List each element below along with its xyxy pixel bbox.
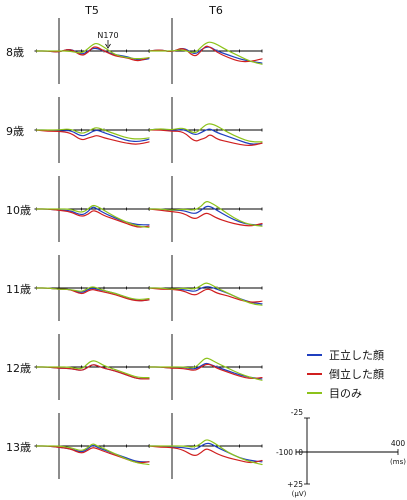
- waveform-inverted: [35, 129, 150, 145]
- erp-panel: [34, 413, 150, 479]
- legend: 正立した顔 倒立した顔 目のみ: [307, 348, 384, 400]
- erp-panel: [147, 97, 263, 163]
- row-label: 12歳: [6, 362, 31, 375]
- row-labels: 8歳 9歳 10歳 11歳 12歳 13歳: [6, 46, 31, 454]
- n170-annotation: N170: [97, 31, 119, 49]
- waveform-eyes: [148, 357, 263, 381]
- waveform-eyes: [148, 200, 263, 227]
- waveform-eyes: [35, 204, 150, 229]
- waveform-eyes: [35, 360, 150, 379]
- row-label: 10歳: [6, 204, 31, 217]
- erp-panel: [34, 97, 150, 163]
- column-header-t5: T5: [84, 4, 99, 17]
- waveform-upright: [148, 128, 263, 145]
- scale-x-tick-min: -100: [276, 448, 293, 457]
- legend-label-inverted: 倒立した顔: [329, 367, 384, 381]
- waveform-inverted: [148, 208, 263, 227]
- row-label: 8歳: [6, 46, 24, 59]
- erp-panel: [147, 176, 263, 242]
- waveform-eyes: [148, 123, 263, 143]
- scale-y-tick-bottom: +25: [287, 480, 303, 489]
- legend-label-eyes: 目のみ: [329, 387, 362, 400]
- waveform-eyes: [35, 286, 150, 301]
- n170-arrow-head: [105, 43, 111, 49]
- waveform-eyes: [35, 443, 150, 466]
- scale-reference: -25 -100 0 400 (ms) +25 (μV): [276, 408, 406, 498]
- row-label: 11歳: [6, 283, 31, 296]
- waveform-upright: [148, 46, 263, 64]
- erp-panel: [34, 176, 150, 242]
- erp-panel: [34, 18, 150, 84]
- erp-panel: [147, 255, 263, 321]
- scale-y-tick-top: -25: [291, 408, 303, 417]
- panels: [34, 18, 263, 479]
- column-header-t6: T6: [208, 4, 223, 17]
- scale-y-unit: (μV): [292, 490, 307, 498]
- scale-x-tick-zero: 0: [298, 448, 303, 457]
- erp-panel: [147, 413, 263, 479]
- row-label: 13歳: [6, 441, 31, 454]
- waveform-inverted: [148, 445, 263, 464]
- waveform-upright: [148, 362, 263, 380]
- erp-panel: [34, 334, 150, 400]
- scale-x-unit: (ms): [390, 458, 406, 466]
- waveform-eyes: [148, 41, 263, 65]
- waveform-inverted: [35, 208, 150, 228]
- erp-panel: [34, 255, 150, 321]
- erp-panel: [147, 18, 263, 84]
- n170-label: N170: [97, 31, 118, 40]
- waveform-inverted: [148, 129, 263, 146]
- waveform-eyes: [148, 282, 263, 306]
- waveform-eyes: [35, 42, 150, 60]
- legend-label-upright: 正立した顔: [329, 348, 384, 362]
- waveform-eyes: [35, 127, 150, 140]
- waveform-inverted: [148, 363, 263, 380]
- waveform-inverted: [35, 46, 150, 62]
- waveform-eyes: [148, 439, 263, 466]
- row-label: 9歳: [6, 125, 24, 138]
- scale-x-tick-max: 400: [391, 439, 406, 448]
- waveform-inverted: [35, 364, 150, 380]
- erp-panel: [147, 334, 263, 400]
